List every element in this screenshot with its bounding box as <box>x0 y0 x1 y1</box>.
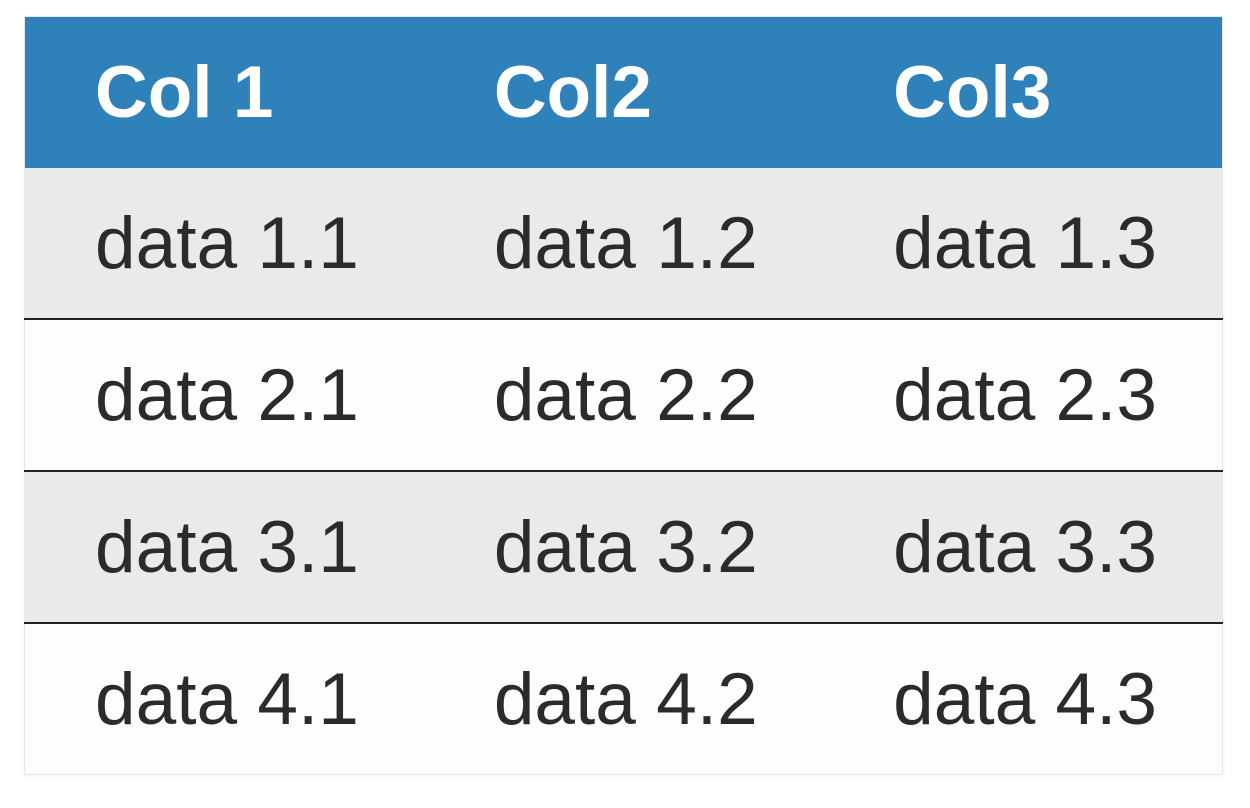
table-cell: data 4.2 <box>493 658 758 740</box>
table-cell: data 2.2 <box>493 354 758 436</box>
table-cell: data 3.1 <box>95 506 359 588</box>
table-header-row: Col 1 Col2 Col3 <box>24 16 1223 168</box>
table-row-1: data 1.1 data 1.2 data 1.3 <box>24 168 1223 319</box>
table-cell: data 3.2 <box>493 506 758 588</box>
table-cell: data 2.1 <box>95 354 359 436</box>
table-cell: data 1.2 <box>493 202 758 284</box>
table-row-4: data 4.1 data 4.2 data 4.3 <box>24 623 1223 775</box>
table-cell: data 1.1 <box>95 202 359 284</box>
data-table: Col 1 Col2 Col3 data 1.1 data 1.2 data 1… <box>24 16 1223 775</box>
table-row-2: data 2.1 data 2.2 data 2.3 <box>24 319 1223 471</box>
column-header-col1: Col 1 <box>24 16 424 168</box>
table-cell: data 3.3 <box>893 506 1157 588</box>
table-cell: data 4.1 <box>95 658 359 740</box>
table-cell: data 1.3 <box>893 202 1157 284</box>
column-header-col2: Col2 <box>423 16 824 168</box>
column-header-col3: Col3 <box>823 16 1223 168</box>
table-row-3: data 3.1 data 3.2 data 3.3 <box>24 471 1223 623</box>
table-cell: data 4.3 <box>893 658 1157 740</box>
table-cell: data 2.3 <box>893 354 1157 436</box>
